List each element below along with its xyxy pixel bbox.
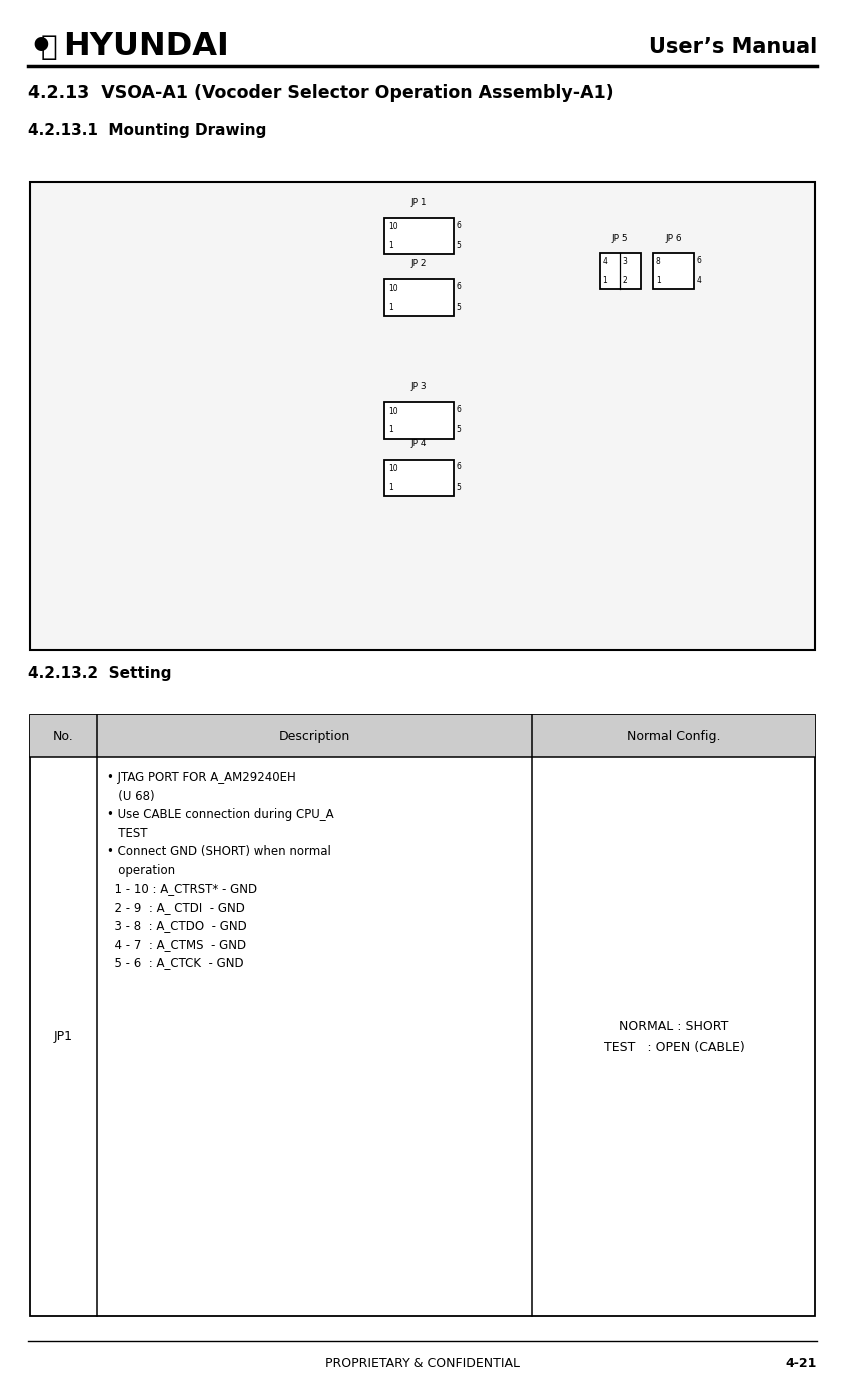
Text: 8: 8 [655, 257, 660, 265]
Bar [599, 253, 640, 289]
Text: 1: 1 [388, 426, 393, 434]
Text: HYUNDAI: HYUNDAI [63, 31, 229, 63]
Text: 4-21: 4-21 [785, 1356, 816, 1370]
Text: 1: 1 [388, 483, 393, 492]
Bar [30, 715, 814, 757]
Text: ⦿: ⦿ [41, 32, 57, 61]
Text: NORMAL : SHORT
TEST   : OPEN (CABLE): NORMAL : SHORT TEST : OPEN (CABLE) [603, 1020, 744, 1053]
Text: 6: 6 [695, 256, 701, 264]
Text: JP 2: JP 2 [410, 260, 427, 268]
Text: 1: 1 [388, 242, 393, 250]
Text: 4.2.13.2  Setting: 4.2.13.2 Setting [28, 666, 171, 682]
Text: 10: 10 [388, 464, 398, 472]
Text: 6: 6 [456, 405, 461, 414]
Text: No.: No. [53, 729, 73, 743]
Text: 1: 1 [655, 277, 660, 285]
Text: 4: 4 [602, 257, 607, 265]
Text: 1: 1 [602, 277, 607, 285]
Bar [652, 253, 693, 289]
Text: User’s Manual: User’s Manual [648, 36, 816, 57]
Text: JP 5: JP 5 [611, 235, 628, 243]
Text: 10: 10 [388, 284, 398, 292]
Text: 3: 3 [622, 257, 627, 265]
Text: 10: 10 [388, 222, 398, 231]
Text: JP1: JP1 [54, 1030, 73, 1044]
Bar [30, 182, 814, 650]
Bar [30, 715, 814, 1316]
Text: 4.2.13  VSOA-A1 (Vocoder Selector Operation Assembly-A1): 4.2.13 VSOA-A1 (Vocoder Selector Operati… [28, 84, 613, 102]
Text: 5: 5 [456, 426, 461, 434]
Text: •: • [28, 28, 52, 66]
Bar [384, 279, 453, 316]
Text: JP 3: JP 3 [410, 383, 427, 391]
Text: • JTAG PORT FOR A_AM29240EH
   (U 68)
• Use CABLE connection during CPU_A
   TES: • JTAG PORT FOR A_AM29240EH (U 68) • Use… [107, 771, 333, 970]
Text: 10: 10 [388, 407, 398, 415]
Bar [384, 402, 453, 439]
Text: 4.2.13.1  Mounting Drawing: 4.2.13.1 Mounting Drawing [28, 123, 266, 138]
Text: 4: 4 [695, 277, 701, 285]
Text: 5: 5 [456, 242, 461, 250]
Text: 1: 1 [388, 303, 393, 312]
Text: 6: 6 [456, 462, 461, 471]
Text: 5: 5 [456, 303, 461, 312]
Bar [384, 218, 453, 254]
Text: 5: 5 [456, 483, 461, 492]
Text: 6: 6 [456, 282, 461, 291]
Text: JP 4: JP 4 [410, 440, 427, 448]
Text: 2: 2 [622, 277, 627, 285]
Text: Description: Description [279, 729, 350, 743]
Text: JP 6: JP 6 [664, 235, 681, 243]
Bar [384, 460, 453, 496]
Text: 6: 6 [456, 221, 461, 229]
Text: JP 1: JP 1 [410, 198, 427, 207]
Text: PROPRIETARY & CONFIDENTIAL: PROPRIETARY & CONFIDENTIAL [325, 1356, 519, 1370]
Text: Normal Config.: Normal Config. [626, 729, 720, 743]
